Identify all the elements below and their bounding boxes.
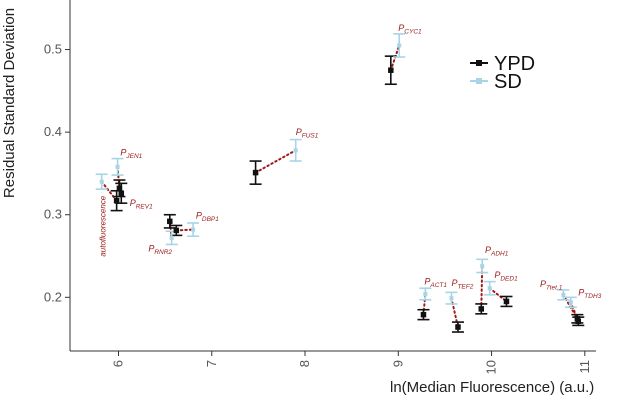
label-fus1: PFUS1 [296,127,319,140]
label-adh1: PADH1 [485,245,509,258]
axes [69,0,596,352]
legend-ypd-label: YPD [494,53,535,75]
ypd-ded1-point [503,298,510,305]
sd-act1-point [423,292,428,297]
legend-ypd-marker [476,60,482,66]
y-tick-label-0.4: 0.4 [44,124,62,139]
ypd-rnr2-point [167,218,173,225]
ypd-rev1-point [118,190,125,197]
link-3 [175,228,195,232]
promoter-labels-layer: PJEN1 PREV1 PRNR2 PDBP1 PFUS1 PCYC1 PACT1 PTEF2… [99,23,602,300]
label-tdh3: PTDH3 [578,287,601,300]
label-rev1: PREV1 [130,198,153,211]
label-dbp1: PDBP1 [196,210,219,223]
ypd-dbp1-point [173,227,180,234]
ypd-fus1-point [252,169,259,176]
sd-jen1-point [115,164,120,169]
label-cyc1: PCYC1 [398,23,422,36]
link-5 [389,44,401,72]
sd-tef2-point [449,296,454,301]
ypd-tef2-point [455,324,461,330]
y-axis-title: Residual Standard Deviation [1,8,18,198]
sd-fus1-point [293,148,298,153]
sd-ded1-point [487,286,492,291]
x-tick-label-11: 11 [577,360,592,374]
sd-cyc1-point [397,43,402,48]
ypd-cyc1-point [388,67,394,73]
label-tef2: PTEF2 [451,278,473,291]
label-7tet-1: P7tet.1 [540,279,563,292]
legend-sd-label: SD [494,71,522,93]
label-rnr2: PRNR2 [148,243,172,256]
ypd-jen1-point [116,185,123,192]
label-ded1: PDED1 [494,270,518,283]
legend-sd-marker [476,78,482,84]
sd-adh1-point [480,263,485,268]
points-layer [99,43,582,330]
ypd-autofluorescence-point [113,197,120,204]
ypd-adh1-point [478,306,485,312]
sd-rnr2-point [169,235,174,240]
link-9 [488,287,508,303]
label-act1: PACT1 [424,277,447,290]
y-tick-label-0.2: 0.2 [44,289,62,304]
ypd-7tet-1-point [575,318,582,325]
ypd-act1-point [420,311,427,318]
y-tick-label-0.5: 0.5 [44,42,62,57]
ticks-layer: 6 7 8 9 10 11 0.2 0.3 0.4 0.5 [44,42,592,375]
link-0 [100,180,118,202]
y-tick-label-0.3: 0.3 [44,207,62,222]
x-tick-label-8: 8 [297,360,312,367]
x-tick-label-10: 10 [484,360,499,374]
link-4 [254,149,297,174]
x-axis-title: ln(Median Fluorescence) (a.u.) [390,379,594,396]
x-tick-label-6: 6 [110,360,125,367]
sd-7tet-1-point [561,292,566,297]
sd-tdh3-point [568,300,573,305]
label-autofluorescence: autofluorescence [99,195,108,256]
x-tick-label-9: 9 [390,360,405,367]
sd-dbp1-point [191,227,196,232]
label-jen1: PJEN1 [120,148,142,161]
x-tick-label-7: 7 [204,360,219,367]
sd-autofluorescence-point [99,179,104,184]
